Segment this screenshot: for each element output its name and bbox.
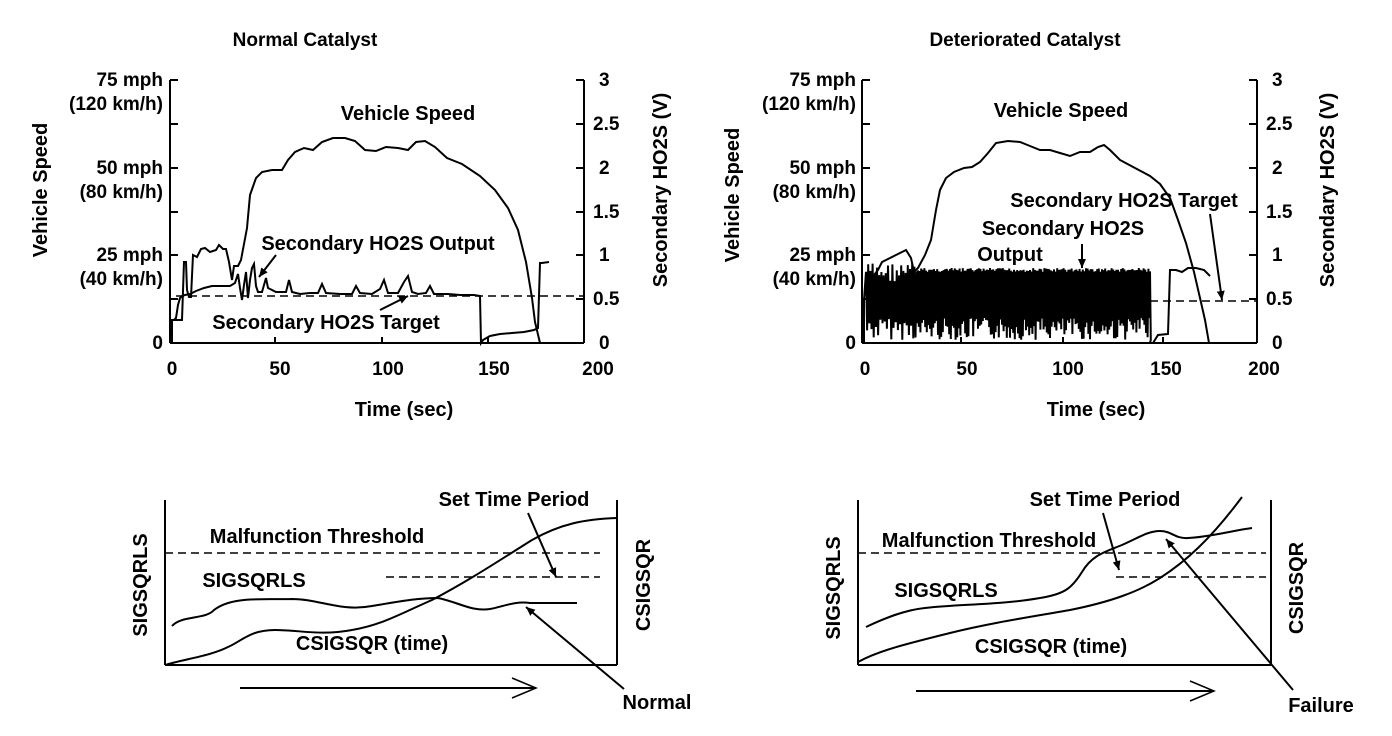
voltage-tick: 2.5	[1266, 114, 1293, 135]
time-tick: 100	[1052, 359, 1084, 380]
time-tick: 0	[167, 359, 178, 380]
speed-tick: 75 mph	[789, 70, 856, 91]
speed-tick: (120 km/h)	[69, 94, 163, 115]
voltage-tick: 2.5	[593, 114, 620, 135]
right-ticks	[1249, 79, 1257, 300]
voltage-tick: 1.5	[593, 202, 620, 223]
left-axis-label: Vehicle Speed	[30, 123, 52, 258]
speed-tick: 0	[152, 333, 163, 354]
x-ticks	[169, 337, 585, 343]
speed-tick: (80 km/h)	[773, 182, 856, 203]
x-ticks	[861, 337, 1258, 343]
sigsqrls-label: SIGSQRLS	[894, 580, 997, 602]
voltage-tick: 2	[599, 158, 610, 179]
time-tick: 50	[269, 359, 290, 380]
right-axis-label: Secondary HO2S (V)	[650, 93, 672, 288]
chart-title: Normal Catalyst	[233, 30, 378, 51]
time-tick: 200	[582, 359, 614, 380]
speed-tick: 25 mph	[96, 245, 163, 266]
result-label: Failure	[1288, 695, 1354, 717]
malfunction-threshold-label: Malfunction Threshold	[882, 530, 1096, 552]
set-time-period-label: Set Time Period	[1030, 489, 1181, 511]
target-pointer-arrow	[379, 295, 409, 311]
right-ticks	[576, 79, 584, 300]
chart-title: Deteriorated Catalyst	[929, 30, 1121, 51]
deteriorated-catalyst-chart: Deteriorated Catalyst 75 mph (120 km/h) …	[722, 30, 1339, 421]
speed-tick: (40 km/h)	[80, 269, 163, 290]
time-tick: 150	[1150, 359, 1182, 380]
speed-tick: 75 mph	[96, 70, 163, 91]
time-tick: 200	[1248, 359, 1280, 380]
output-pointer-arrow	[258, 254, 277, 278]
left-axis-label: SIGSQRLS	[130, 533, 152, 636]
failure-monitor-diagram: SIGSQRLS CSIGSQR Malfunction Threshold S…	[823, 489, 1354, 717]
normal-catalyst-chart: Normal Catalyst 75 mph (120 km/h) 50 mph…	[30, 30, 672, 421]
x-axis-label: Time (sec)	[1047, 399, 1146, 421]
result-label: Normal	[623, 692, 692, 714]
time-tick: 0	[860, 359, 871, 380]
sigsqrls-curve	[171, 596, 577, 627]
speed-tick: 25 mph	[789, 245, 856, 266]
normal-monitor-diagram: SIGSQRLS CSIGSQR Malfunction Threshold S…	[130, 489, 691, 714]
ho2s-output-label: Secondary HO2S Output	[261, 233, 495, 255]
set-time-pointer-arrow	[527, 512, 557, 578]
voltage-tick: 0.5	[593, 289, 620, 310]
time-tick: 50	[956, 359, 977, 380]
left-ticks	[170, 79, 178, 300]
sigsqrls-curve	[865, 527, 1253, 628]
ho2s-output-label-line2: Output	[977, 244, 1043, 266]
vehicle-speed-label: Vehicle Speed	[994, 100, 1129, 122]
ho2s-target-label: Secondary HO2S Target	[212, 312, 440, 334]
right-axis-label: CSIGSQR	[633, 538, 655, 631]
time-tick: 100	[372, 359, 404, 380]
left-ticks	[862, 79, 870, 300]
voltage-tick: 1	[599, 245, 610, 266]
ho2s-target-label: Secondary HO2S Target	[1010, 190, 1238, 212]
voltage-tick: 3	[599, 70, 610, 91]
voltage-tick: 2	[1272, 158, 1283, 179]
left-axis-label: SIGSQRLS	[823, 536, 845, 639]
x-axis-label: Time (sec)	[355, 399, 454, 421]
speed-tick: (80 km/h)	[80, 182, 163, 203]
set-time-period-label: Set Time Period	[439, 489, 590, 511]
set-time-pointer-arrow	[1102, 512, 1121, 571]
malfunction-threshold-label: Malfunction Threshold	[210, 526, 424, 548]
vehicle-speed-curve	[867, 139, 1210, 344]
sigsqrls-label: SIGSQRLS	[202, 570, 305, 592]
voltage-tick: 1	[1272, 245, 1283, 266]
vehicle-speed-label: Vehicle Speed	[341, 103, 476, 125]
voltage-tick: 1.5	[1266, 202, 1293, 223]
voltage-tick: 0	[599, 333, 610, 354]
csigsqr-label: CSIGSQR (time)	[296, 633, 448, 655]
ho2s-output-label-line1: Secondary HO2S	[982, 218, 1144, 240]
time-tick: 150	[478, 359, 510, 380]
ho2s-output-oscillation	[863, 263, 1152, 344]
vehicle-speed-curve	[172, 137, 541, 344]
voltage-tick: 3	[1272, 70, 1283, 91]
speed-tick: 0	[845, 333, 856, 354]
speed-tick: 50 mph	[96, 158, 163, 179]
speed-tick: (40 km/h)	[773, 269, 856, 290]
right-axis-label: CSIGSQR	[1286, 541, 1308, 634]
normal-pointer-arrow	[525, 606, 625, 690]
csigsqr-curve	[164, 517, 618, 666]
speed-tick: (120 km/h)	[762, 94, 856, 115]
voltage-tick: 0	[1272, 333, 1283, 354]
ho2s-output-tail	[1151, 267, 1211, 344]
right-axis-label: Secondary HO2S (V)	[1317, 93, 1339, 288]
failure-pointer-arrow	[1165, 538, 1294, 691]
voltage-tick: 0.5	[1266, 289, 1293, 310]
csigsqr-label: CSIGSQR (time)	[975, 636, 1127, 658]
speed-tick: 50 mph	[789, 158, 856, 179]
target-pointer-arrow	[1209, 213, 1225, 301]
left-axis-label: Vehicle Speed	[722, 128, 744, 263]
